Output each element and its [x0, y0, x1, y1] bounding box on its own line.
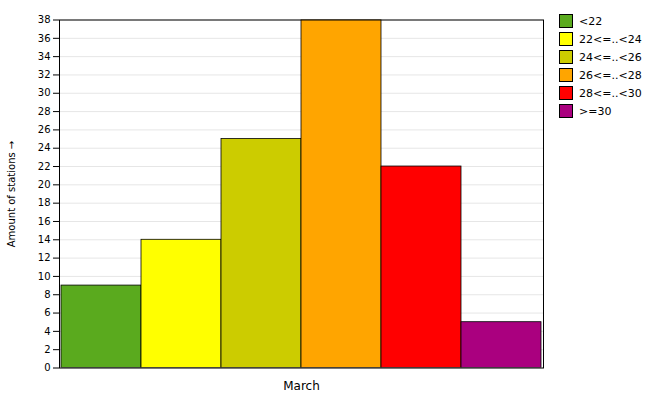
- svg-text:16: 16: [38, 216, 51, 227]
- svg-text:26: 26: [38, 124, 51, 135]
- svg-text:32: 32: [38, 69, 51, 80]
- svg-text:38: 38: [38, 14, 51, 25]
- svg-text:34: 34: [38, 51, 51, 62]
- svg-text:10: 10: [38, 271, 51, 282]
- svg-text:6: 6: [44, 307, 50, 318]
- html-text:26<=..<28: 26<=..<28: [579, 68, 642, 82]
- html-text:>=30: >=30: [579, 104, 612, 118]
- svg-text:4: 4: [44, 326, 50, 337]
- svg-text:0: 0: [44, 362, 50, 373]
- svg-text:12: 12: [38, 252, 51, 263]
- svg-text:March: March: [283, 379, 320, 393]
- html-text:22<=..<24: 22<=..<24: [579, 32, 642, 46]
- svg-text:14: 14: [38, 234, 51, 245]
- svg-text:20: 20: [38, 179, 51, 190]
- html-text:24<=..<26: 24<=..<26: [579, 50, 642, 64]
- svg-text:36: 36: [38, 33, 51, 44]
- svg-text:Amount of stations →: Amount of stations →: [6, 141, 17, 247]
- html-text:28<=..<30: 28<=..<30: [579, 86, 642, 100]
- svg-text:22: 22: [38, 161, 51, 172]
- svg-text:30: 30: [38, 87, 51, 98]
- svg-text:28: 28: [38, 106, 51, 117]
- html-text:<22: <22: [579, 14, 603, 28]
- svg-text:24: 24: [38, 142, 51, 153]
- svg-text:18: 18: [38, 197, 51, 208]
- svg-text:8: 8: [44, 289, 50, 300]
- svg-text:2: 2: [44, 344, 50, 355]
